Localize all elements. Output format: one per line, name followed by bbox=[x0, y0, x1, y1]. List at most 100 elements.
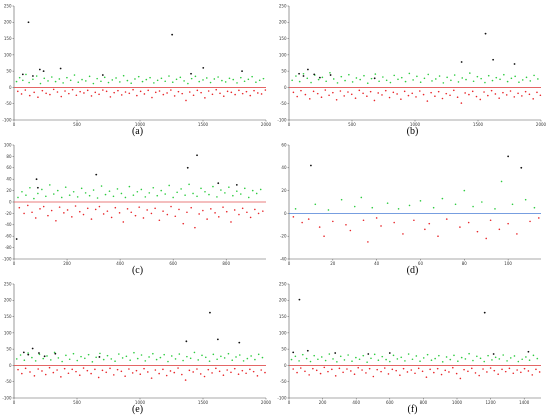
above-point bbox=[310, 81, 312, 84]
above-point bbox=[231, 359, 234, 362]
below-point bbox=[504, 370, 507, 373]
below-point bbox=[71, 216, 73, 218]
below-point bbox=[230, 221, 232, 223]
above-point bbox=[472, 205, 474, 208]
below-point bbox=[415, 96, 417, 98]
above-point bbox=[29, 186, 31, 189]
below-point bbox=[316, 92, 319, 95]
above-point bbox=[107, 81, 110, 84]
below-point bbox=[445, 92, 448, 95]
below-point bbox=[471, 90, 474, 93]
above-point bbox=[533, 206, 536, 209]
above-point bbox=[427, 73, 430, 76]
below-point bbox=[186, 211, 188, 214]
above-point bbox=[213, 78, 216, 80]
below-point bbox=[476, 230, 479, 233]
above-point bbox=[257, 353, 260, 356]
below-point bbox=[380, 225, 382, 227]
above-point bbox=[400, 76, 403, 79]
above-point bbox=[259, 188, 262, 191]
below-point bbox=[486, 371, 488, 373]
above-point bbox=[53, 351, 56, 354]
above-point bbox=[126, 79, 129, 82]
below-point bbox=[237, 373, 240, 376]
above-point bbox=[100, 185, 103, 187]
below-point bbox=[262, 210, 264, 212]
below-point bbox=[296, 95, 298, 98]
above-point bbox=[221, 79, 223, 82]
above-point bbox=[251, 189, 254, 192]
below-point bbox=[86, 207, 89, 210]
y-tick-label: 200 bbox=[4, 298, 12, 303]
below-point bbox=[117, 89, 119, 92]
outlier-point bbox=[22, 351, 25, 354]
x-tick-label: 500 bbox=[73, 122, 81, 127]
below-point bbox=[489, 367, 492, 369]
below-point bbox=[369, 90, 372, 93]
outlier-point bbox=[527, 350, 530, 353]
above-point bbox=[250, 355, 252, 357]
below-point bbox=[358, 89, 361, 92]
outlier-point bbox=[101, 74, 104, 76]
below-point bbox=[124, 375, 126, 377]
above-point bbox=[61, 360, 63, 363]
above-point bbox=[133, 351, 135, 354]
above-point bbox=[324, 359, 327, 362]
above-point bbox=[426, 353, 429, 356]
outlier-point bbox=[460, 61, 463, 63]
above-point bbox=[373, 353, 376, 356]
below-point bbox=[165, 374, 168, 377]
above-point bbox=[92, 189, 95, 191]
y-tick-label: 100 bbox=[279, 52, 287, 57]
below-point bbox=[37, 96, 39, 98]
outlier-point bbox=[43, 355, 46, 358]
above-point bbox=[217, 76, 219, 78]
outlier-point bbox=[334, 352, 337, 354]
above-point bbox=[56, 189, 59, 192]
above-point bbox=[514, 75, 516, 78]
above-point bbox=[119, 81, 121, 83]
below-point bbox=[24, 367, 27, 370]
below-point bbox=[170, 205, 172, 208]
above-point bbox=[153, 82, 155, 84]
above-point bbox=[347, 354, 349, 356]
above-point bbox=[68, 194, 71, 196]
above-point bbox=[198, 80, 201, 83]
below-point bbox=[162, 93, 165, 96]
below-point bbox=[502, 91, 504, 94]
above-point bbox=[419, 81, 422, 84]
above-point bbox=[309, 360, 312, 363]
above-point bbox=[27, 352, 29, 354]
below-point bbox=[456, 96, 459, 98]
caption-e: (e) bbox=[131, 404, 144, 415]
below-point bbox=[206, 218, 208, 220]
below-point bbox=[94, 208, 97, 211]
above-point bbox=[167, 360, 169, 363]
y-tick-label: 100 bbox=[279, 330, 287, 335]
x-tick-label: 2000 bbox=[261, 122, 272, 127]
below-point bbox=[200, 91, 202, 94]
above-point bbox=[236, 190, 238, 192]
x-tick-label: 1400 bbox=[519, 400, 530, 405]
y-tick-label: -40 bbox=[280, 256, 287, 261]
above-point bbox=[476, 75, 479, 78]
below-point bbox=[400, 98, 402, 100]
above-point bbox=[537, 78, 539, 80]
below-point bbox=[29, 371, 31, 373]
above-point bbox=[340, 198, 343, 201]
below-point bbox=[222, 374, 225, 376]
below-point bbox=[453, 89, 455, 92]
outlier-point bbox=[302, 75, 305, 77]
above-point bbox=[28, 81, 30, 84]
outlier-point bbox=[35, 178, 38, 181]
y-tick-label: 150 bbox=[279, 36, 287, 41]
above-point bbox=[378, 80, 380, 83]
y-tick-label: -20 bbox=[280, 234, 287, 239]
above-point bbox=[358, 358, 361, 361]
below-point bbox=[106, 210, 109, 212]
above-point bbox=[483, 360, 486, 363]
y-tick-label: 60 bbox=[281, 142, 287, 147]
above-point bbox=[100, 80, 102, 83]
below-point bbox=[528, 93, 531, 96]
